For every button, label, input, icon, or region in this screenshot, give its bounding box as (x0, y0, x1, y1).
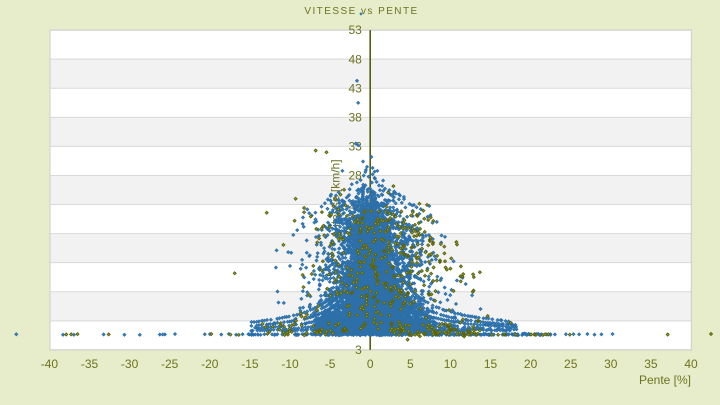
svg-text:33: 33 (348, 140, 362, 154)
svg-text:15: 15 (484, 357, 498, 371)
svg-text:20: 20 (524, 357, 538, 371)
svg-text:5: 5 (407, 357, 414, 371)
svg-text:-10: -10 (281, 357, 299, 371)
svg-text:10: 10 (444, 357, 458, 371)
svg-text:38: 38 (348, 111, 362, 125)
svg-text:40: 40 (684, 357, 698, 371)
svg-text:-15: -15 (241, 357, 259, 371)
svg-text:35: 35 (644, 357, 658, 371)
svg-text:3: 3 (355, 343, 362, 357)
svg-text:48: 48 (348, 52, 362, 66)
svg-text:-5: -5 (325, 357, 336, 371)
svg-text:-35: -35 (81, 357, 99, 371)
svg-text:-30: -30 (121, 357, 139, 371)
svg-text:30: 30 (604, 357, 618, 371)
svg-text:43: 43 (348, 81, 362, 95)
svg-text:Pente [%]: Pente [%] (639, 373, 691, 387)
svg-text:VITESSE vs PENTE: VITESSE vs PENTE (304, 6, 418, 17)
svg-text:-25: -25 (161, 357, 179, 371)
svg-text:53: 53 (348, 23, 362, 37)
svg-text:25: 25 (564, 357, 578, 371)
svg-text:-20: -20 (201, 357, 219, 371)
svg-text:28: 28 (348, 169, 362, 183)
svg-text:-40: -40 (41, 357, 59, 371)
svg-text:0: 0 (367, 357, 374, 371)
